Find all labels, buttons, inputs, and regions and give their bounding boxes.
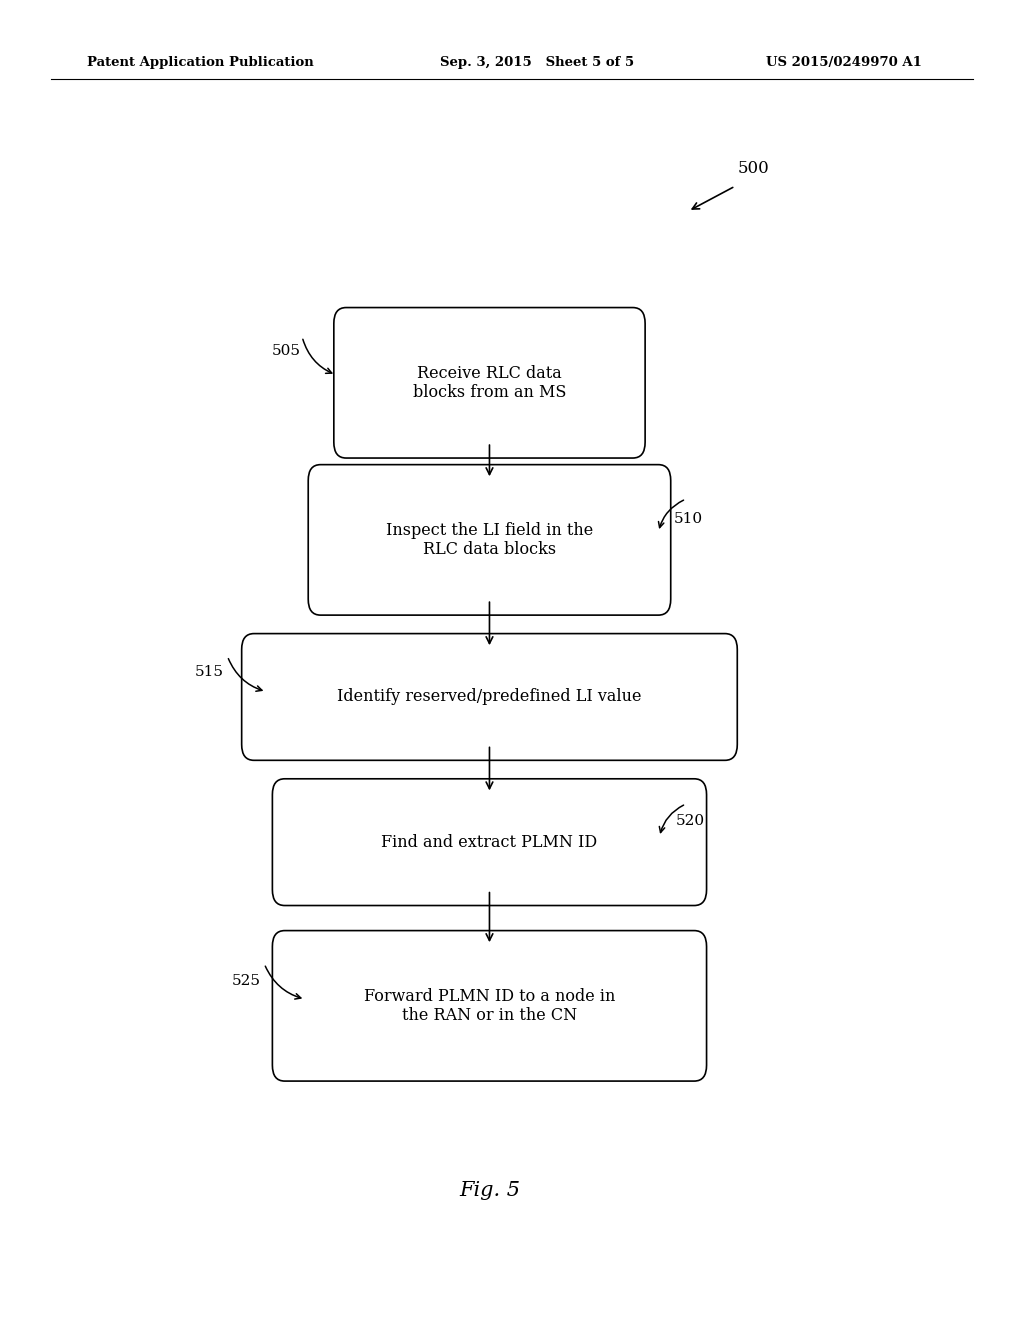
- Text: Receive RLC data
blocks from an MS: Receive RLC data blocks from an MS: [413, 364, 566, 401]
- Text: 510: 510: [674, 512, 702, 525]
- Text: Fig. 5: Fig. 5: [459, 1181, 520, 1200]
- Text: 525: 525: [231, 974, 260, 987]
- Text: Forward PLMN ID to a node in
the RAN or in the CN: Forward PLMN ID to a node in the RAN or …: [364, 987, 615, 1024]
- Text: 515: 515: [195, 665, 223, 678]
- Text: Identify reserved/predefined LI value: Identify reserved/predefined LI value: [337, 689, 642, 705]
- Text: Sep. 3, 2015   Sheet 5 of 5: Sep. 3, 2015 Sheet 5 of 5: [440, 55, 635, 69]
- FancyBboxPatch shape: [272, 779, 707, 906]
- Text: US 2015/0249970 A1: US 2015/0249970 A1: [766, 55, 922, 69]
- Text: 505: 505: [271, 345, 300, 358]
- FancyBboxPatch shape: [242, 634, 737, 760]
- Text: Patent Application Publication: Patent Application Publication: [87, 55, 313, 69]
- Text: Find and extract PLMN ID: Find and extract PLMN ID: [381, 834, 598, 850]
- FancyBboxPatch shape: [272, 931, 707, 1081]
- Text: 500: 500: [737, 161, 769, 177]
- FancyBboxPatch shape: [334, 308, 645, 458]
- Text: 520: 520: [676, 814, 705, 828]
- FancyBboxPatch shape: [308, 465, 671, 615]
- Text: Inspect the LI field in the
RLC data blocks: Inspect the LI field in the RLC data blo…: [386, 521, 593, 558]
